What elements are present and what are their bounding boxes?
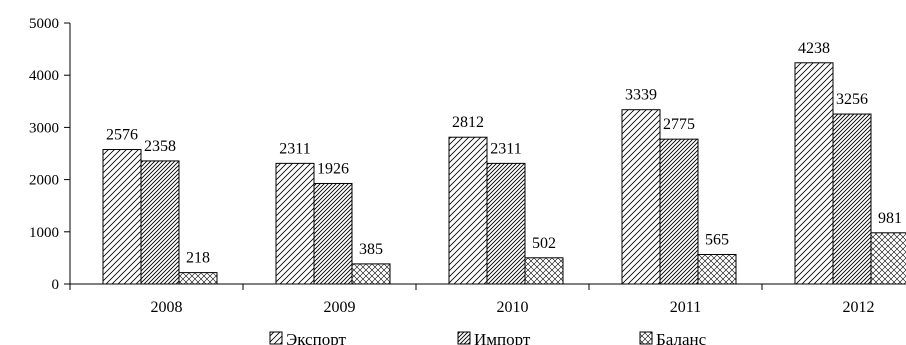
y-tick-label: 1000 xyxy=(29,225,59,241)
bars xyxy=(102,62,906,285)
bar-import-2009 xyxy=(313,182,353,285)
bar-balance-2009 xyxy=(351,263,391,285)
x-tick-label: 2011 xyxy=(670,299,701,316)
bar-import-2011 xyxy=(659,138,699,285)
y-tick-label: 3000 xyxy=(29,120,59,136)
bar-balance-2012 xyxy=(870,232,906,285)
data-label: 1926 xyxy=(317,160,349,177)
bar-balance-2010 xyxy=(524,257,564,285)
bar-balance-2008 xyxy=(178,272,218,285)
x-tick-label: 2010 xyxy=(497,299,529,316)
data-label: 2311 xyxy=(279,140,310,157)
bar-import-2008 xyxy=(140,160,180,285)
data-label: 385 xyxy=(359,241,383,258)
legend-swatch xyxy=(639,331,653,345)
data-label: 502 xyxy=(532,235,556,252)
bar-export-2010 xyxy=(448,136,488,285)
x-tick-label: 2008 xyxy=(151,299,183,316)
y-tick-label: 0 xyxy=(52,277,60,293)
data-label: 2311 xyxy=(490,140,521,157)
bar-export-2011 xyxy=(621,109,661,285)
data-labels: 2576 2358 218 2311 1926 385 2812 2311 502 3339 277… xyxy=(106,40,902,267)
bar-import-2012 xyxy=(832,113,872,285)
legend-swatch xyxy=(457,331,471,345)
data-label: 981 xyxy=(878,210,902,227)
legend-swatch xyxy=(269,331,283,345)
data-label: 3339 xyxy=(625,87,657,104)
legend-label: Импорт xyxy=(474,330,531,345)
data-label: 2576 xyxy=(106,127,138,144)
bar-import-2010 xyxy=(486,162,526,285)
legend: Экспорт Импорт Баланс xyxy=(269,330,707,345)
data-label: 4238 xyxy=(798,40,830,57)
data-label: 2775 xyxy=(663,116,695,133)
data-label: 218 xyxy=(186,250,210,267)
data-label: 2812 xyxy=(452,114,484,131)
data-label: 565 xyxy=(705,232,729,249)
axes: 0 1000 2000 3000 4000 5000 2008 2009 2010 2011 201… xyxy=(29,16,906,316)
y-tick-label: 4000 xyxy=(29,68,59,84)
bar-export-2012 xyxy=(794,62,834,285)
y-tick-label: 2000 xyxy=(29,173,59,189)
legend-label: Экспорт xyxy=(286,330,346,345)
bar-balance-2011 xyxy=(697,254,737,285)
bar-export-2008 xyxy=(102,149,142,285)
x-tick-label: 2009 xyxy=(324,299,356,316)
legend-label: Баланс xyxy=(656,330,707,345)
y-tick-label: 5000 xyxy=(29,16,59,32)
data-label: 3256 xyxy=(836,91,868,108)
bar-export-2009 xyxy=(275,162,315,285)
data-label: 2358 xyxy=(144,138,176,155)
x-tick-label: 2012 xyxy=(843,299,875,316)
